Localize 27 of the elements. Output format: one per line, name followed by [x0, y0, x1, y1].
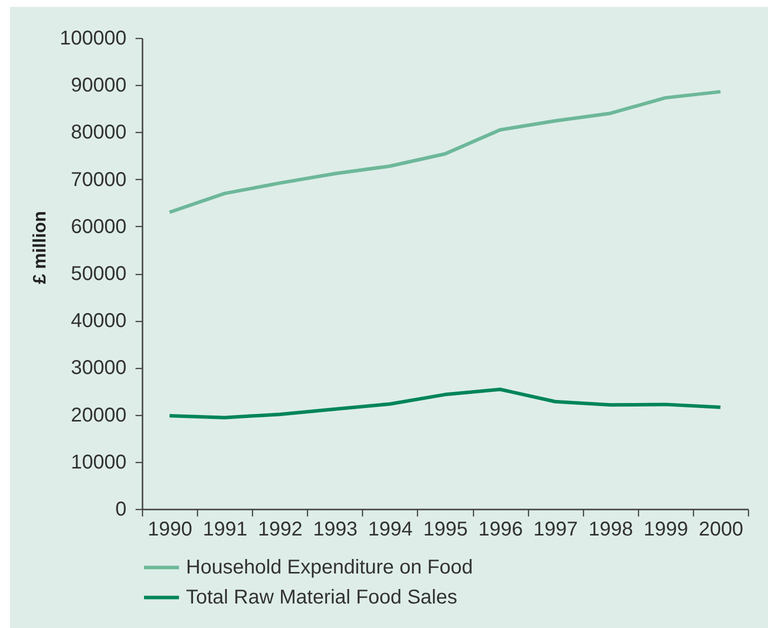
y-tick-label: 100000 — [60, 28, 126, 50]
x-tick-label: 1992 — [258, 518, 302, 540]
x-tick-label: 1996 — [478, 518, 523, 540]
x-tick-label: 1999 — [644, 518, 688, 540]
y-tick-label: 70000 — [70, 168, 126, 191]
y-tick-label: 30000 — [70, 357, 126, 380]
x-tick-label: 1994 — [368, 518, 413, 540]
legend-label: Total Raw Material Food Sales — [186, 586, 458, 608]
y-tick-label: 60000 — [70, 216, 126, 238]
x-tick-label: 1997 — [533, 518, 578, 540]
y-tick-label: 80000 — [70, 122, 126, 144]
x-tick-label: 1998 — [588, 518, 634, 540]
y-tick-label: 50000 — [70, 263, 126, 285]
y-tick-label: 10000 — [70, 451, 126, 474]
line-series — [168, 90, 722, 214]
y-tick-label: 90000 — [70, 74, 126, 97]
x-tick-label: 1995 — [423, 518, 468, 540]
x-tick-label: 1993 — [313, 518, 358, 540]
x-tick-label: 1990 — [148, 518, 192, 540]
legend-label: Household Expenditure on Food — [186, 556, 473, 578]
x-tick-label: 1991 — [202, 518, 248, 540]
line-series — [168, 388, 722, 420]
y-tick-label: 20000 — [70, 404, 126, 426]
y-axis-title: £ million — [30, 210, 50, 284]
x-tick-label: 2000 — [698, 518, 744, 540]
y-tick-label: 40000 — [70, 310, 126, 332]
y-tick-label: 0 — [115, 498, 126, 520]
